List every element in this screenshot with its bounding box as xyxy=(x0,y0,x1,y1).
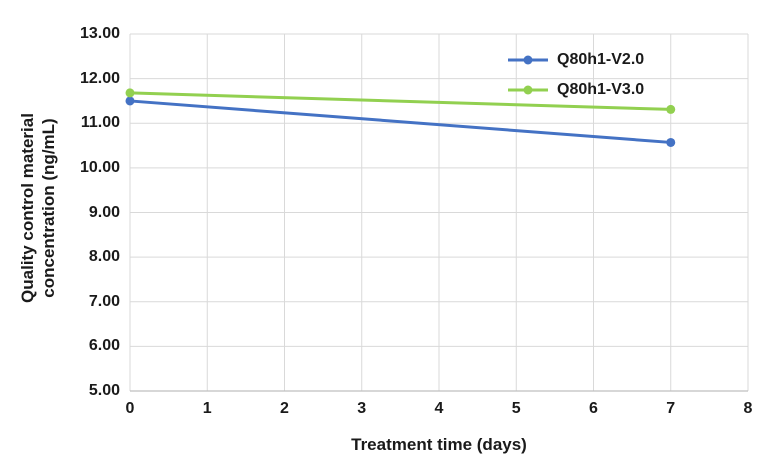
x-tick-label: 4 xyxy=(434,400,444,417)
x-tick-label: 3 xyxy=(357,400,367,417)
x-tick-label: 2 xyxy=(280,400,289,417)
data-point-marker xyxy=(125,88,135,98)
y-tick-label: 11.00 xyxy=(80,114,120,132)
legend-series-name: Q80h1-V2.0 xyxy=(557,51,645,68)
x-tick-label: 0 xyxy=(125,400,135,417)
x-tick-label: 5 xyxy=(511,400,521,417)
y-tick-label: 5.00 xyxy=(88,382,120,399)
legend-entry: Q80h1-V2.0 xyxy=(508,51,644,69)
x-tick-label: 1 xyxy=(202,400,212,417)
x-axis-title: Treatment time (days) xyxy=(351,435,527,454)
y-tick-label: 8.00 xyxy=(88,248,120,266)
legend-marker-icon xyxy=(508,55,548,65)
data-point-marker xyxy=(125,96,135,106)
y-tick-label: 13.00 xyxy=(79,25,120,42)
legend: Q80h1-V2.0 Q80h1-V3.0 xyxy=(508,51,644,99)
legend-marker-icon xyxy=(508,85,548,95)
x-tick-label: 8 xyxy=(743,400,753,417)
y-tick-label: 12.00 xyxy=(79,69,120,87)
x-tick-label: 7 xyxy=(666,400,676,417)
series-line xyxy=(128,99,673,144)
x-tick-label: 6 xyxy=(589,400,598,417)
y-tick-label: 9.00 xyxy=(88,203,120,221)
data-point-marker xyxy=(666,104,676,114)
data-point-marker xyxy=(666,137,676,147)
y-tick-label: 10.00 xyxy=(79,158,120,176)
series-line xyxy=(128,91,673,111)
legend-series-name: Q80h1-V3.0 xyxy=(557,81,645,98)
y-tick-label: 6.00 xyxy=(88,337,120,355)
legend-entry: Q80h1-V3.0 xyxy=(508,81,644,99)
y-tick-label: 7.00 xyxy=(88,292,120,310)
